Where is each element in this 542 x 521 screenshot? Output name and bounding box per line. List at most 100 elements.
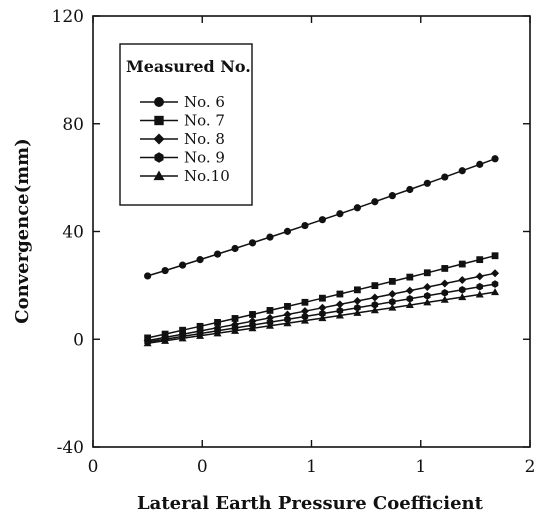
legend-marker [154,115,164,126]
data-point [423,269,431,277]
data-point [389,298,396,306]
legend-marker [154,152,164,163]
data-point [405,286,414,295]
data-point [301,221,309,230]
data-point [284,302,291,310]
y-tick-label: 80 [62,115,84,135]
data-point [354,303,361,312]
data-point [336,210,344,218]
data-point [441,289,449,297]
data-point [301,298,309,306]
y-tick-label: 40 [62,223,84,243]
data-point [283,319,292,327]
data-point [458,167,466,175]
data-point [161,266,169,275]
data-point [423,179,431,187]
data-point [353,308,362,316]
x-tick-label: 1 [306,457,317,477]
series-1 [144,155,499,280]
legend-entry: No. 8 [140,130,225,148]
data-point [353,286,361,294]
data-point [318,216,327,224]
data-point [388,303,397,311]
y-axis-ticks: -40 0 40 80 120 [52,7,530,458]
data-point [476,256,484,264]
data-point [283,310,292,319]
data-point [178,334,187,342]
legend-label: No. 8 [184,130,225,148]
data-point [458,260,466,268]
x-tick-label: 2 [525,457,536,477]
legend-marker [154,97,164,107]
legend-entry: No. 7 [140,112,225,130]
data-point [213,250,222,258]
data-point [475,290,484,298]
data-point [353,204,361,212]
data-point [249,311,256,318]
legend-label: No.10 [184,167,230,185]
data-point [370,306,379,314]
data-point [458,275,467,284]
legend-title: Measured No. [126,57,251,76]
data-point [491,288,500,296]
data-point [371,282,379,290]
data-point [319,294,326,302]
data-point [371,300,379,309]
data-point [231,244,239,253]
y-tick-label: 0 [73,330,84,350]
data-point [491,252,499,260]
legend: Measured No. No. 6No. 7No. 8No. 9No.10 [119,43,253,206]
data-point [248,239,257,247]
data-point [214,319,221,326]
data-point [370,293,379,302]
data-point [423,283,432,292]
data-point [441,173,449,181]
data-point [231,326,240,334]
data-point [196,331,205,339]
data-point [458,293,467,301]
data-point [336,306,344,315]
data-point [440,279,449,288]
data-point [491,269,500,278]
data-point [423,298,432,306]
data-point [388,192,396,200]
legend-entry: No. 9 [140,149,225,167]
data-point [371,198,379,206]
series-2 [144,252,499,342]
legend-label: No. 7 [184,112,225,130]
x-tick-label: 0 [197,457,208,477]
data-point [144,272,152,280]
data-point [231,315,239,322]
data-point [266,233,274,241]
data-point [476,282,484,291]
legend-label: No. 9 [184,149,225,167]
data-point [300,316,309,324]
data-point [388,290,397,299]
data-point [336,290,344,298]
data-point [406,273,414,281]
data-point [266,307,274,314]
data-point [406,185,414,194]
legend-label: No. 6 [184,93,225,111]
data-point [335,300,344,309]
data-point [300,307,309,316]
data-point [491,155,499,163]
data-point [178,261,187,269]
data-point [476,160,484,168]
data-point [301,312,309,321]
x-axis-ticks: 0 0 1 1 2 [88,16,536,477]
series-5 [143,288,500,347]
data-point [475,272,484,281]
x-tick-label: 1 [415,457,426,477]
y-axis-title: Convergence(mm) [12,138,33,323]
legend-entry: No. 6 [140,93,225,111]
legend-entries: No. 6No. 7No. 8No. 9No.10 [140,93,230,185]
data-point [353,296,362,305]
legend-marker [153,170,165,181]
data-point [318,314,327,322]
data-point [405,301,414,309]
x-tick-label: 0 [88,457,99,477]
data-point [143,339,152,347]
data-point [335,311,344,319]
